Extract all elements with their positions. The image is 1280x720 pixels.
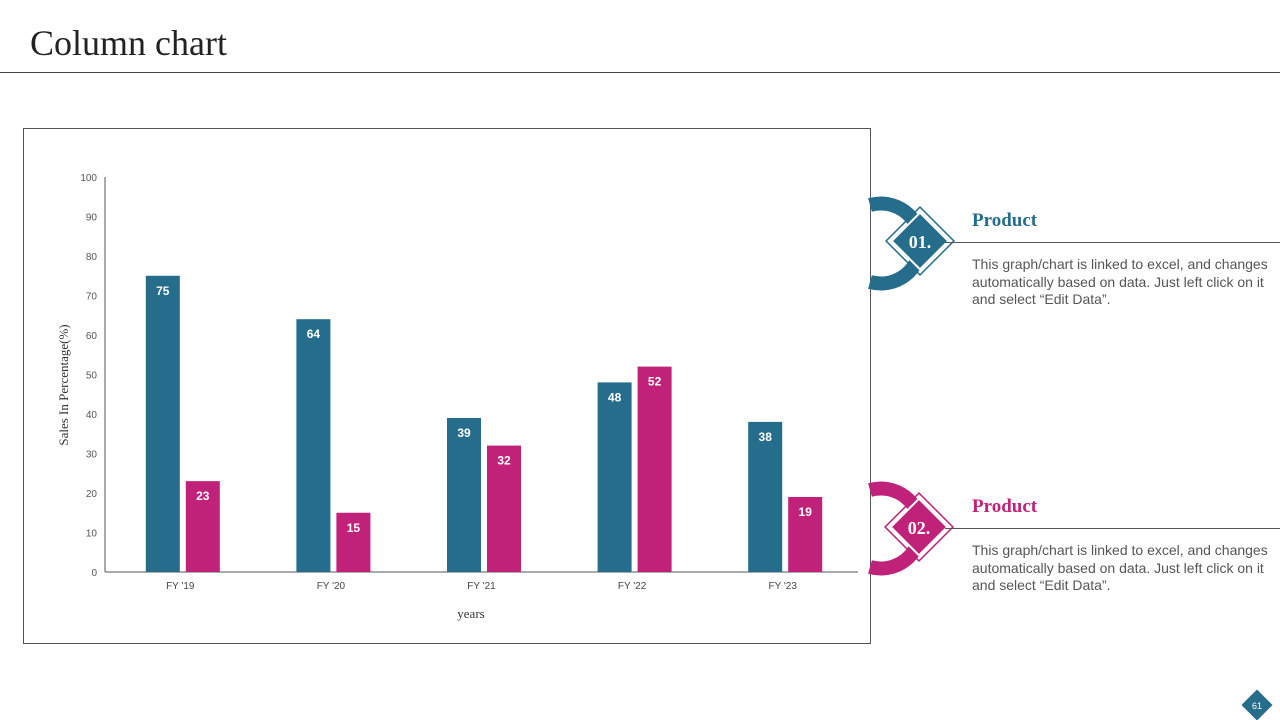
page-number-badge: 61 <box>1241 689 1273 720</box>
y-tick-label: 10 <box>86 529 98 540</box>
y-tick-label: 90 <box>86 213 98 224</box>
data-label: 15 <box>347 521 361 535</box>
x-tick-label: FY '22 <box>618 581 647 592</box>
y-tick-label: 50 <box>86 371 98 382</box>
panel-2-ring-icon <box>868 481 955 576</box>
bar-1 <box>597 382 632 572</box>
data-label: 64 <box>307 327 321 341</box>
panel-2-badge: 02. <box>908 518 931 538</box>
bar-1 <box>447 417 481 572</box>
bar-2 <box>185 481 220 572</box>
chart-frame[interactable] <box>23 128 871 644</box>
bar-2 <box>788 496 823 572</box>
data-label: 52 <box>648 375 662 389</box>
y-tick-label: 40 <box>86 410 98 421</box>
bar-1 <box>145 275 180 572</box>
bar-2 <box>637 366 672 572</box>
x-tick-label: FY '19 <box>166 581 195 592</box>
y-tick-label: 70 <box>86 292 98 303</box>
panel-1-title: Product <box>972 210 1038 231</box>
x-axis-title: years <box>457 606 484 621</box>
panel-1-divider <box>945 242 1280 243</box>
data-label: 39 <box>457 426 471 440</box>
y-tick-label: 20 <box>86 489 98 500</box>
y-tick-label: 60 <box>86 331 98 342</box>
y-tick-label: 0 <box>91 568 97 579</box>
bar-2 <box>336 512 371 572</box>
panel-1-ring-icon <box>868 196 956 291</box>
y-tick-label: 80 <box>86 252 98 263</box>
y-tick-label: 30 <box>86 450 98 461</box>
x-tick-label: FY '21 <box>467 581 496 592</box>
panel-2-divider <box>945 528 1280 529</box>
data-label: 19 <box>799 505 813 519</box>
panel-1-text: This graph/chart is linked to excel, and… <box>972 256 1268 307</box>
y-tick-label: 100 <box>80 173 97 184</box>
y-axis-title: Sales In Percentage(%) <box>56 324 71 445</box>
data-label: 75 <box>156 284 170 298</box>
data-label: 23 <box>196 489 210 503</box>
x-tick-label: FY '23 <box>768 581 797 592</box>
page-number: 61 <box>1252 701 1262 711</box>
data-label: 32 <box>497 454 511 468</box>
panel-2-title: Product <box>972 496 1038 517</box>
bar-1 <box>296 319 331 572</box>
bar-2 <box>487 445 521 572</box>
panel-2-text: This graph/chart is linked to excel, and… <box>972 542 1268 593</box>
panel-1-badge: 01. <box>909 232 932 252</box>
data-label: 38 <box>759 430 773 444</box>
bar-1 <box>748 421 783 572</box>
x-tick-label: FY '20 <box>317 581 346 592</box>
page-title: Column chart <box>30 23 227 63</box>
title-divider <box>0 72 1280 73</box>
data-label: 48 <box>608 390 622 404</box>
